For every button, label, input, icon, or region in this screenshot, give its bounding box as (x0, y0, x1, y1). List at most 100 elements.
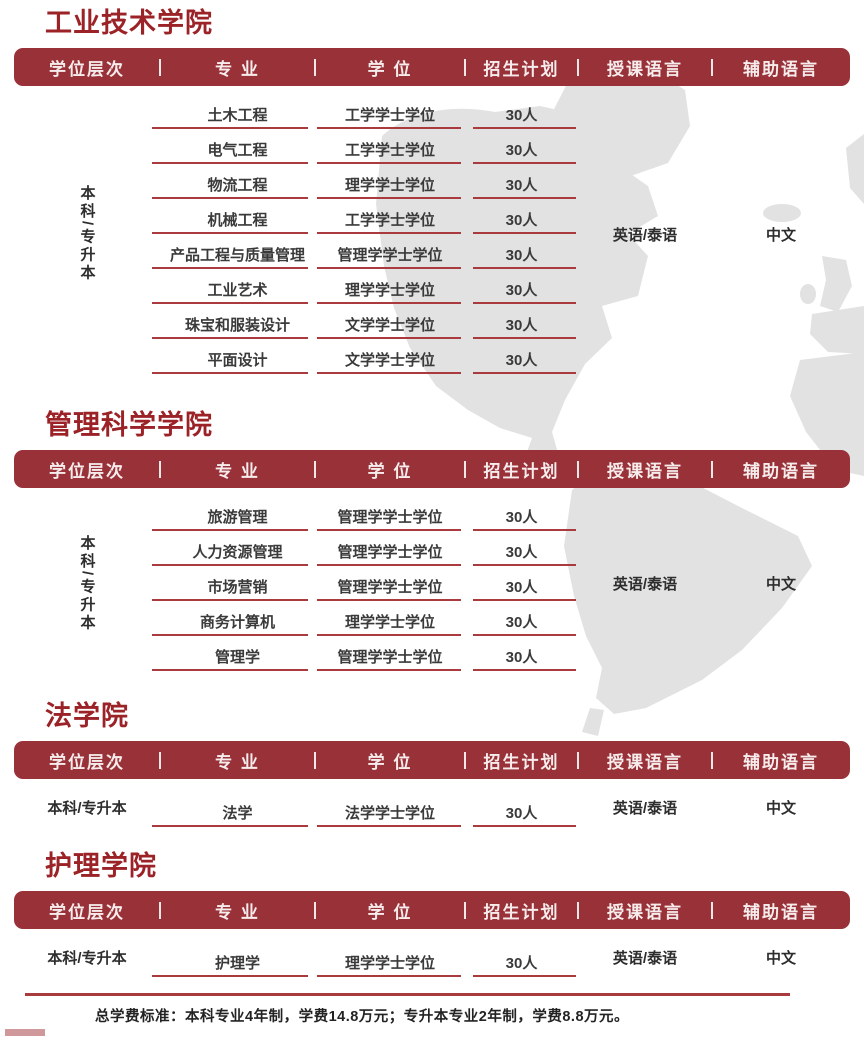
tuition-note: 总学费标准：本科专业4年制，学费14.8万元；专升本专业2年制，学费8.8万元。 (95, 1009, 630, 1025)
teaching-language: 英语/泰语 (612, 226, 678, 244)
major-cell: 旅游管理 (152, 496, 315, 531)
major-cell: 市场营销 (152, 566, 315, 601)
header-row: 学位层次 专 业学 位招生计划 授课语言 辅助语言 (14, 891, 850, 929)
quota-cell: 30人 (465, 601, 578, 636)
table-row: 物流工程 理学学士学位 30人 (152, 164, 578, 199)
column-header: 招生计划 (464, 898, 578, 923)
rows: 土木工程 工学学士学位 30人 电气工程 工学学士学位 30人 物流工程 理学学士学位 30人机… (152, 94, 578, 374)
major-cell: 工业艺术 (152, 269, 315, 304)
column-header: 专 业 (159, 898, 315, 923)
map-north-america (376, 106, 658, 480)
section-body: 本科/专升本 旅游管理 管理学学士学位 30人 人力资源管理 管理学学士学位 30人 市场营… (0, 488, 864, 671)
column-header: 学 位 (314, 898, 465, 923)
column-header: 招生计划 (464, 748, 578, 773)
degree-cell: 管理学学士学位 (315, 531, 465, 566)
sections: 工业技术学院 学位层次专 业学 位招生计划 授课语言 辅助语言 本科/专升本 土木工… (0, 8, 864, 977)
table-row: 法学 法学学士学位 30人 (152, 787, 578, 827)
section-body: 本科/专升本 护理学 理学学士学位 30人 英语/泰语 中文 (0, 929, 864, 977)
college-section: 工业技术学院 学位层次 专 业学 位招生计划 授课语言 辅助语言 本科/专升本 土木工… (0, 8, 864, 374)
rows: 法学 法学学士学位 30人 (152, 787, 578, 827)
column-header: 学 位 (314, 457, 465, 482)
degree-cell: 工学学士学位 (315, 199, 465, 234)
degree-cell: 理学学士学位 (315, 164, 465, 199)
table-row: 工业艺术 理学学士学位 30人 (152, 269, 578, 304)
degree-level: 本科/专升本 (47, 949, 127, 967)
quota-cell: 30人 (465, 269, 578, 304)
column-header: 学位层次 (49, 59, 125, 79)
map-british-isles (820, 256, 852, 312)
section-title: 管理科学学院 (45, 410, 213, 440)
major-cell: 土木工程 (152, 94, 315, 129)
column-header: 授课语言 (577, 898, 712, 923)
column-header: 学位层次 (49, 461, 125, 481)
map-iceland (763, 204, 801, 222)
column-header: 专 业 (159, 748, 315, 773)
degree-cell: 法学学士学位 (315, 787, 465, 827)
quota-cell: 30人 (465, 531, 578, 566)
column-header: 授课语言 (577, 55, 712, 80)
major-cell: 法学 (152, 787, 315, 827)
column-header: 授课语言 (577, 457, 712, 482)
auxiliary-language: 中文 (765, 949, 796, 967)
degree-cell: 工学学士学位 (315, 129, 465, 164)
major-cell: 平面设计 (152, 339, 315, 374)
auxiliary-language: 中文 (765, 226, 796, 244)
header-row: 学位层次 专 业学 位招生计划 授课语言 辅助语言 (14, 48, 850, 86)
map-south-america (564, 471, 812, 714)
column-header: 学 位 (314, 55, 465, 80)
college-section: 法学院 学位层次 专 业学 位招生计划 授课语言 辅助语言 本科/专升本 法学 法学学士… (0, 701, 864, 827)
column-header: 辅助语言 (711, 898, 850, 923)
degree-cell: 管理学学士学位 (315, 496, 465, 531)
quota-cell: 30人 (465, 164, 578, 199)
quota-cell: 30人 (465, 129, 578, 164)
quota-cell: 30人 (465, 304, 578, 339)
degree-cell: 管理学学士学位 (315, 234, 465, 269)
major-cell: 护理学 (152, 937, 315, 977)
table-row: 土木工程 工学学士学位 30人 (152, 94, 578, 129)
table-row: 平面设计 文学学士学位 30人 (152, 339, 578, 374)
table-row: 护理学 理学学士学位 30人 (152, 937, 578, 977)
column-header: 招生计划 (464, 55, 578, 80)
teaching-language: 英语/泰语 (612, 949, 678, 967)
quota-cell: 30人 (465, 636, 578, 671)
degree-cell: 理学学士学位 (315, 937, 465, 977)
header-row: 学位层次 专 业学 位招生计划 授课语言 辅助语言 (14, 741, 850, 779)
footer-divider (25, 993, 790, 996)
column-header: 专 业 (159, 55, 315, 80)
column-header: 辅助语言 (711, 457, 850, 482)
quota-cell: 30人 (465, 496, 578, 531)
table-row: 人力资源管理 管理学学士学位 30人 (152, 531, 578, 566)
column-header: 辅助语言 (711, 748, 850, 773)
major-cell: 物流工程 (152, 164, 315, 199)
major-cell: 珠宝和服装设计 (152, 304, 315, 339)
table-row: 商务计算机 理学学士学位 30人 (152, 601, 578, 636)
column-header: 授课语言 (577, 748, 712, 773)
degree-cell: 管理学学士学位 (315, 566, 465, 601)
table-row: 市场营销 管理学学士学位 30人 (152, 566, 578, 601)
corner-accent-bar (5, 1029, 45, 1036)
quota-cell: 30人 (465, 566, 578, 601)
quota-cell: 30人 (465, 94, 578, 129)
major-cell: 人力资源管理 (152, 531, 315, 566)
degree-cell: 理学学士学位 (315, 601, 465, 636)
quota-cell: 30人 (465, 787, 578, 827)
auxiliary-language: 中文 (765, 576, 796, 593)
column-header: 招生计划 (464, 457, 578, 482)
section-title: 护理学院 (45, 851, 157, 881)
table-row: 产品工程与质量管理 管理学学士学位 30人 (152, 234, 578, 269)
college-section: 管理科学学院 学位层次 专 业学 位招生计划 授课语言 辅助语言 本科/专升本 旅游管… (0, 410, 864, 671)
major-cell: 产品工程与质量管理 (152, 234, 315, 269)
degree-cell: 文学学士学位 (315, 304, 465, 339)
map-africa (790, 352, 864, 476)
table-row: 电气工程 工学学士学位 30人 (152, 129, 578, 164)
column-header: 学位层次 (49, 902, 125, 922)
section-body: 本科/专升本 法学 法学学士学位 30人 英语/泰语 中文 (0, 779, 864, 827)
column-header: 学位层次 (49, 752, 125, 772)
auxiliary-language: 中文 (765, 799, 796, 817)
section-title: 法学院 (45, 701, 129, 731)
quota-cell: 30人 (465, 199, 578, 234)
degree-cell: 理学学士学位 (315, 269, 465, 304)
degree-level: 本科/专升本 (78, 534, 96, 633)
section-body: 本科/专升本 土木工程 工学学士学位 30人 电气工程 工学学士学位 30人 物流工程 理学学… (0, 86, 864, 374)
major-cell: 机械工程 (152, 199, 315, 234)
